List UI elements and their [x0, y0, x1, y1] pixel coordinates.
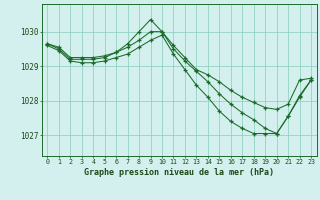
X-axis label: Graphe pression niveau de la mer (hPa): Graphe pression niveau de la mer (hPa): [84, 168, 274, 177]
